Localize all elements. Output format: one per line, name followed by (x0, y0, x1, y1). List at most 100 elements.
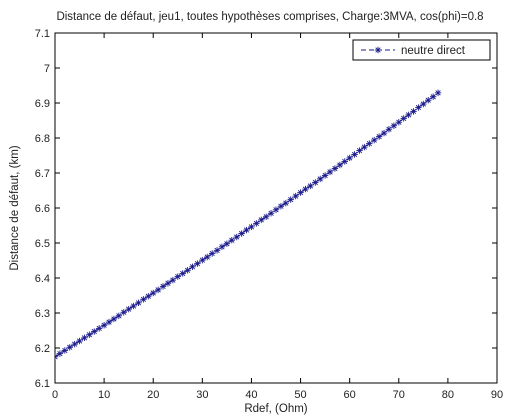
data-point (67, 344, 73, 350)
data-point (376, 133, 382, 139)
data-point (371, 137, 377, 143)
data-point (194, 260, 200, 266)
data-point (57, 350, 63, 356)
data-point (302, 186, 308, 192)
data-point (238, 230, 244, 236)
y-axis-label: Distance de défaut, (km) (9, 145, 21, 270)
data-point (150, 290, 156, 296)
data-point (219, 244, 225, 250)
y-tick-label: 7.1 (35, 28, 50, 40)
y-tick-label: 6.8 (35, 133, 50, 145)
data-point (229, 237, 235, 243)
data-point (292, 193, 298, 199)
y-tick-label: 6.6 (35, 203, 50, 215)
data-point (116, 313, 122, 319)
data-point (268, 210, 274, 216)
data-point (62, 347, 68, 353)
data-point (283, 200, 289, 206)
data-point (381, 130, 387, 136)
data-point (253, 220, 259, 226)
x-tick-label: 50 (294, 389, 306, 401)
data-point (145, 293, 151, 299)
data-point (346, 155, 352, 161)
data-point (312, 179, 318, 185)
y-tick-label: 6.2 (35, 343, 50, 355)
y-tick-label: 6.4 (35, 273, 50, 285)
data-point (130, 303, 136, 309)
data-point (278, 203, 284, 209)
data-point (322, 172, 328, 178)
data-point (273, 207, 279, 213)
x-tick-label: 0 (52, 389, 58, 401)
data-point (101, 322, 107, 328)
data-point (332, 165, 338, 171)
y-tick-label: 6.3 (35, 308, 50, 320)
data-point (91, 328, 97, 334)
y-tick-label: 6.9 (35, 98, 50, 110)
data-point (135, 300, 141, 306)
data-point (175, 273, 181, 279)
x-tick-label: 20 (147, 389, 159, 401)
data-point (288, 196, 294, 202)
data-point (199, 257, 205, 263)
data-point (425, 97, 431, 103)
x-tick-label: 10 (98, 389, 110, 401)
data-point (106, 319, 112, 325)
data-point (410, 108, 416, 114)
data-point (209, 250, 215, 256)
data-point (243, 227, 249, 233)
data-point (189, 264, 195, 270)
data-point (204, 254, 210, 260)
data-point (415, 104, 421, 110)
legend-marker (375, 47, 381, 53)
data-point (396, 119, 402, 125)
data-point (337, 162, 343, 168)
data-point (125, 306, 131, 312)
data-point (317, 176, 323, 182)
data-point (420, 101, 426, 107)
data-point (263, 214, 269, 220)
legend-label: neutre direct (401, 45, 466, 57)
data-point (71, 341, 77, 347)
data-point (342, 158, 348, 164)
data-point (366, 140, 372, 146)
data-point (224, 241, 230, 247)
data-point (430, 94, 436, 100)
data-point (327, 169, 333, 175)
data-point (391, 123, 397, 129)
data-point (386, 126, 392, 132)
data-point (121, 309, 127, 315)
data-point (76, 338, 82, 344)
data-point (155, 287, 161, 293)
x-tick-label: 60 (344, 389, 356, 401)
data-point (351, 151, 357, 157)
data-point (307, 183, 313, 189)
legend: neutre direct (353, 40, 490, 60)
x-tick-label: 70 (393, 389, 405, 401)
data-point (361, 144, 367, 150)
x-tick-label: 30 (196, 389, 208, 401)
y-tick-label: 6.5 (35, 238, 50, 250)
y-tick-label: 6.1 (35, 378, 50, 390)
chart-title: Distance de défaut, jeu1, toutes hypothè… (56, 11, 483, 23)
data-point (214, 247, 220, 253)
data-point (356, 147, 362, 153)
data-point (248, 224, 254, 230)
data-point (184, 267, 190, 273)
data-point (52, 354, 58, 360)
x-tick-label: 90 (491, 389, 503, 401)
data-point (297, 189, 303, 195)
data-point (96, 325, 102, 331)
data-point (165, 280, 171, 286)
data-point (81, 335, 87, 341)
data-point (140, 296, 146, 302)
y-tick-label: 6.7 (35, 168, 50, 180)
data-point (170, 277, 176, 283)
data-point (86, 332, 92, 338)
data-point (160, 283, 166, 289)
data-point (111, 316, 117, 322)
x-axis-label: Rdef, (Ohm) (244, 403, 307, 415)
data-point (400, 115, 406, 121)
data-point (179, 270, 185, 276)
